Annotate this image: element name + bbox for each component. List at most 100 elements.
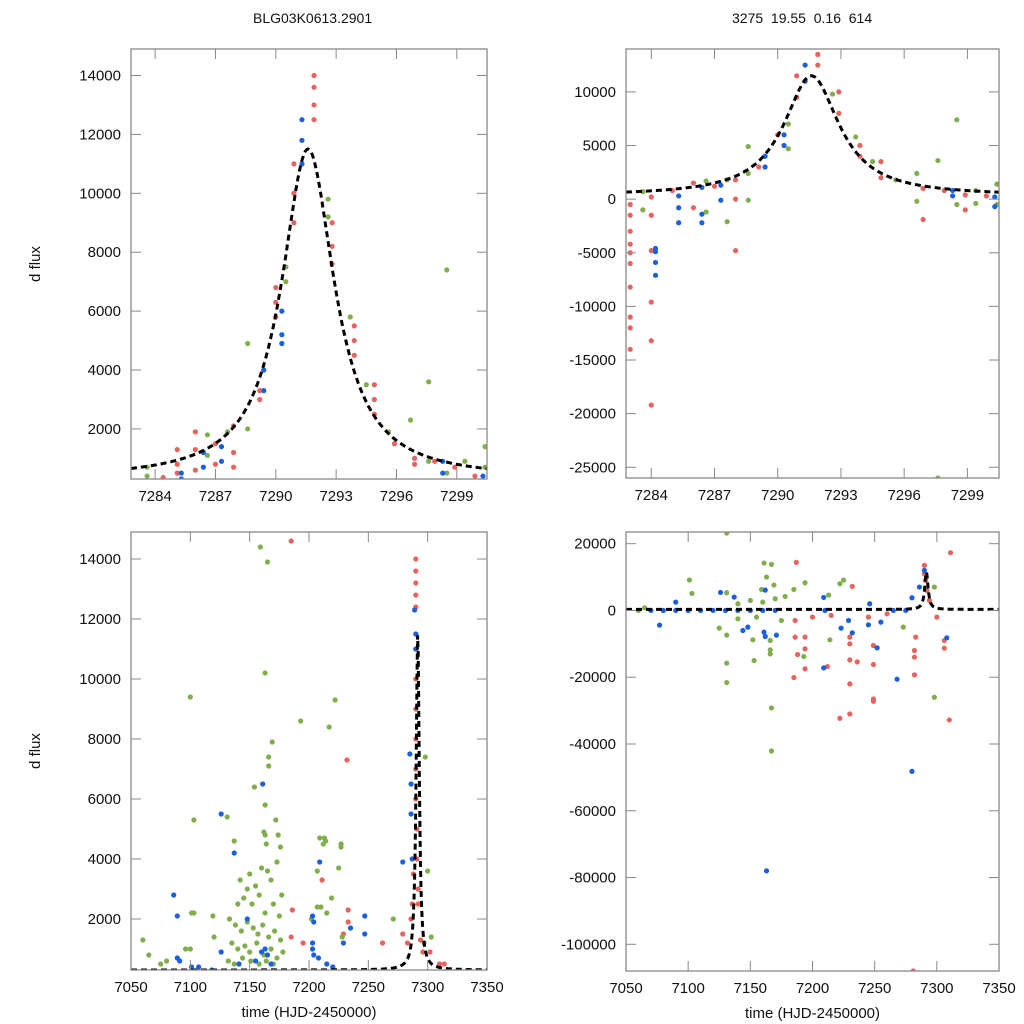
x-tick-label: 7150 <box>734 980 767 997</box>
data-point-red <box>920 216 926 223</box>
data-point-red <box>836 110 842 116</box>
data-point-red <box>870 698 877 704</box>
data-point-blue <box>652 249 659 255</box>
data-point-green <box>254 940 260 946</box>
data-point-red <box>436 961 443 967</box>
data-point-blue <box>821 594 827 601</box>
x-tick-label: 7050 <box>609 980 642 997</box>
data-point-red <box>648 338 654 344</box>
data-point-blue <box>761 629 767 635</box>
data-point-red <box>212 461 219 467</box>
y-tick-label: -100000 <box>561 936 616 953</box>
data-point-green <box>273 817 279 823</box>
data-point-red <box>627 325 633 331</box>
data-point-red <box>847 681 853 687</box>
data-point-blue <box>200 464 207 470</box>
data-point-green <box>324 910 330 916</box>
data-point-red <box>884 611 890 617</box>
data-point-red <box>878 159 884 165</box>
data-point-blue <box>407 751 413 757</box>
data-point-green <box>258 865 265 871</box>
model-curve <box>626 571 999 611</box>
data-point-red <box>802 666 808 672</box>
data-point-green <box>785 146 791 152</box>
plot-top-right: 7284 7287 7290 7293 7296 7299 -25000 -20000 -150… <box>569 48 1000 504</box>
data-point-red <box>648 299 654 305</box>
points-group <box>635 532 954 971</box>
data-point-red <box>413 568 419 574</box>
data-point-blue <box>676 220 682 226</box>
data-point-blue <box>992 194 998 200</box>
data-point-green <box>767 637 773 644</box>
data-point-green <box>268 877 274 883</box>
y-tick-label: -80000 <box>569 870 616 887</box>
data-point-green <box>827 637 833 643</box>
data-point-green <box>426 458 432 464</box>
data-point-green <box>771 582 777 588</box>
data-point-blue <box>279 308 285 314</box>
data-point-blue <box>177 958 183 964</box>
data-point-green <box>768 705 775 711</box>
x-axis-label: time (HJD-2450000) <box>241 1004 376 1021</box>
data-point-blue <box>299 137 305 143</box>
data-point-green <box>826 592 832 598</box>
x-tick-label: 7296 <box>380 488 413 505</box>
data-point-red <box>192 446 198 453</box>
data-point-red <box>627 284 633 290</box>
data-point-red <box>941 645 947 651</box>
plot-frame <box>130 48 488 480</box>
data-point-green <box>266 934 272 940</box>
data-point-green <box>276 913 282 919</box>
data-point-green <box>767 651 773 657</box>
data-point-red <box>870 642 877 649</box>
data-point-blue <box>781 132 787 138</box>
data-point-green <box>422 754 428 760</box>
data-point-blue <box>950 187 956 194</box>
data-point-red <box>452 464 458 470</box>
data-point-green <box>144 473 150 479</box>
y-tick-label: 10000 <box>574 84 616 101</box>
data-point-red <box>627 201 633 208</box>
data-point-red <box>420 949 426 955</box>
data-point-blue <box>315 955 322 961</box>
data-point-green <box>260 922 266 928</box>
data-point-blue <box>874 645 880 651</box>
data-point-red <box>627 212 633 218</box>
data-point-red <box>732 248 739 254</box>
y-tick-label: -40000 <box>569 736 616 753</box>
x-tick-label: 7150 <box>233 979 266 996</box>
data-point-blue <box>890 607 896 614</box>
data-point-red <box>815 62 821 68</box>
data-point-red <box>983 193 989 199</box>
data-point-red <box>690 180 697 186</box>
points-group <box>144 72 487 479</box>
data-point-green <box>935 157 941 164</box>
y-tick-label: -20000 <box>569 406 616 423</box>
data-point-green <box>275 832 281 838</box>
data-point-green <box>253 883 259 889</box>
data-point-red <box>828 612 834 619</box>
data-point-red <box>732 177 739 183</box>
y-tick-label: 10000 <box>79 671 121 688</box>
data-point-red <box>934 614 940 620</box>
data-point-green <box>320 841 326 847</box>
y-tick-label: 5000 <box>583 138 616 155</box>
x-axis-label: time (HJD-2450000) <box>745 1005 880 1022</box>
data-point-blue <box>676 205 682 211</box>
data-point-green <box>266 754 272 760</box>
x-tick-label: 7200 <box>292 979 325 996</box>
data-point-green <box>279 892 285 898</box>
data-point-green <box>249 901 255 907</box>
data-point-green <box>210 913 216 919</box>
plot-frame <box>130 531 488 971</box>
data-point-green <box>462 458 468 464</box>
data-point-blue <box>218 811 224 817</box>
data-point-blue <box>652 272 659 278</box>
data-point-blue <box>253 958 259 964</box>
data-point-green <box>211 934 217 940</box>
data-point-green <box>235 946 241 952</box>
data-point-red <box>192 467 198 473</box>
data-point-red <box>329 220 335 226</box>
data-point-green <box>277 937 284 943</box>
data-point-blue <box>309 913 316 919</box>
